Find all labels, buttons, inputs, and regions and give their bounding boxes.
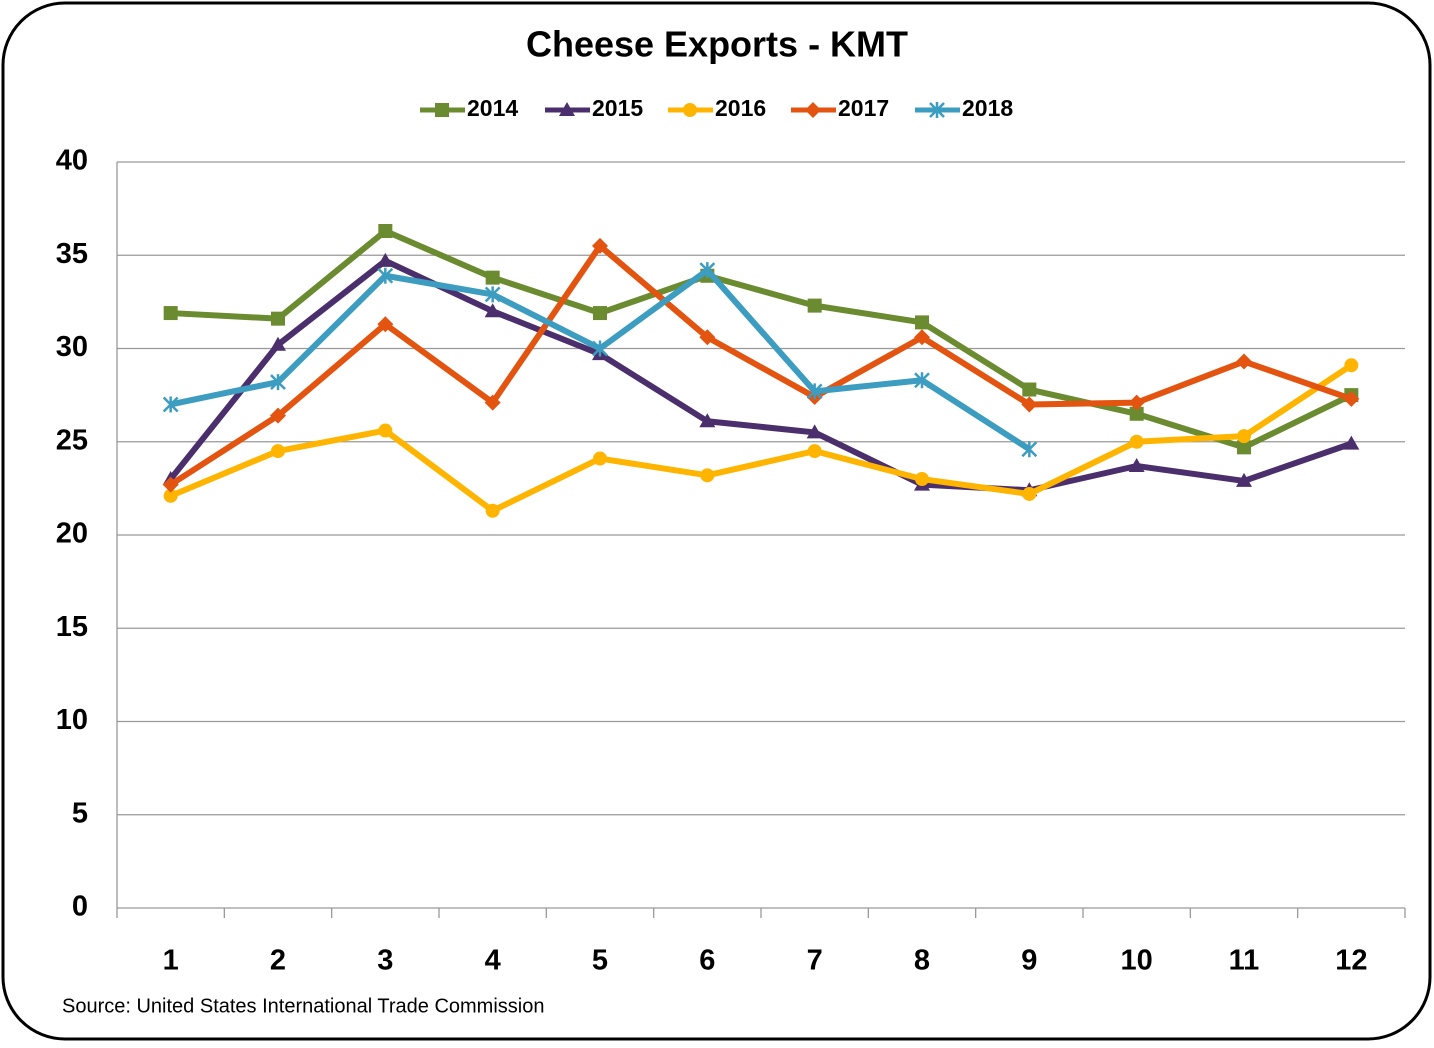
marker [915,315,929,330]
marker [1129,434,1144,449]
marker [914,372,930,389]
legend-label: 2017 [838,95,889,121]
y-tick-label: 5 [72,797,88,829]
marker [435,103,449,117]
series-line [169,242,1353,488]
marker [805,102,821,118]
x-tick-label: 10 [1121,945,1153,977]
marker [162,476,179,493]
series-line [169,362,1353,514]
y-tick-label: 25 [56,424,88,456]
marker [377,252,394,267]
marker [1344,358,1359,373]
marker [1128,394,1145,411]
marker [377,267,394,284]
x-tick-label: 11 [1229,945,1260,977]
marker [270,336,286,351]
series-line [170,228,1353,451]
marker [1237,440,1251,455]
marker [163,306,178,321]
marker [1022,382,1037,397]
x-tick-label: 12 [1335,945,1367,977]
marker [806,383,823,400]
marker [1236,353,1252,370]
marker [484,394,501,411]
marker [1237,429,1251,444]
x-tick-label: 8 [914,945,930,977]
marker [929,102,945,118]
marker [915,472,929,487]
marker [1021,441,1038,458]
legend-label: 2015 [592,95,643,121]
marker [1022,486,1037,501]
marker [1129,406,1144,421]
marker [378,423,393,438]
marker [484,303,501,318]
x-tick-label: 3 [377,945,393,977]
y-tick-label: 15 [56,611,88,643]
marker [699,329,716,346]
marker [271,311,285,326]
marker [592,340,608,357]
x-tick-label: 2 [270,945,286,977]
marker [270,374,286,391]
marker [559,102,575,116]
marker [914,329,930,346]
x-tick-label: 6 [699,945,715,977]
marker [592,237,608,254]
y-tick-label: 40 [56,145,88,177]
x-tick-label: 7 [807,945,823,977]
x-tick-label: 5 [592,945,608,977]
marker [593,451,607,466]
marker [699,262,716,279]
marker [1021,396,1038,413]
marker [378,224,393,239]
marker [485,270,500,285]
marker [1236,472,1252,487]
marker [1343,435,1360,450]
legend-label: 2016 [715,95,766,121]
marker [593,306,607,321]
marker [162,396,179,413]
marker [1128,457,1145,472]
x-tick-label: 4 [485,945,501,977]
marker [271,444,285,459]
legend-label: 2014 [467,95,518,121]
x-tick-label: 9 [1021,945,1037,977]
legend-label: 2018 [962,95,1013,121]
marker [807,444,822,459]
y-tick-label: 0 [72,891,88,923]
marker [699,413,716,428]
x-tick-label: 1 [163,945,179,977]
y-tick-label: 20 [56,518,88,550]
y-tick-label: 30 [56,331,88,363]
series-line [168,257,1353,494]
marker [377,316,394,333]
y-tick-label: 35 [56,238,88,270]
marker [485,503,500,518]
source-note: Source: United States International Trad… [62,995,544,1017]
y-tick-label: 10 [56,704,88,736]
marker [163,488,178,503]
marker [1343,390,1360,407]
marker [806,424,823,439]
chart-title: Cheese Exports - KMT [526,24,908,65]
marker [700,468,715,483]
marker [807,298,822,313]
marker [270,407,286,424]
marker [484,286,501,303]
marker [683,103,697,117]
